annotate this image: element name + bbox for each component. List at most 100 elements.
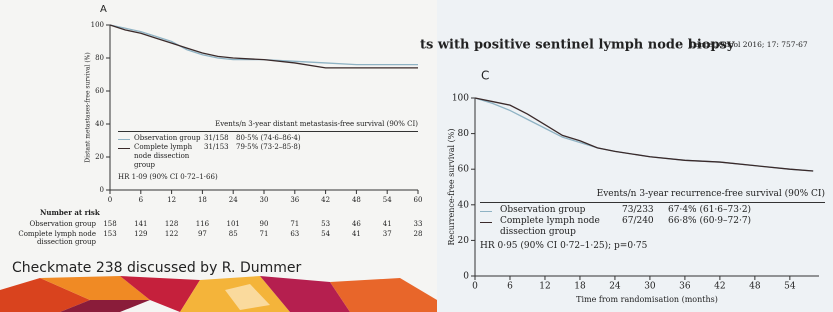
y-tick-label: 0 <box>100 186 104 194</box>
survival-curve <box>475 98 813 171</box>
legend-label: Observation group <box>134 134 204 143</box>
risk-row-label: Complete lymph node dissection group <box>12 230 96 246</box>
survival-curve <box>475 98 813 171</box>
legend-line <box>118 148 130 149</box>
x-tick-label: 30 <box>644 282 656 292</box>
x-tick-label: 42 <box>321 196 330 204</box>
x-tick-label: 18 <box>574 282 586 292</box>
x-tick-label: 0 <box>472 282 478 292</box>
x-tick-label: 42 <box>714 282 725 292</box>
risk-value: 41 <box>352 230 361 238</box>
risk-value: 71 <box>290 220 299 228</box>
legend-line <box>480 211 492 212</box>
risk-value: 37 <box>383 230 392 238</box>
risk-value: 153 <box>103 230 116 238</box>
x-tick-label: 6 <box>507 282 513 292</box>
x-tick-label: 0 <box>108 196 112 204</box>
risk-value: 97 <box>198 230 207 238</box>
y-axis-label: Recurrence-free survival (%) <box>447 128 456 245</box>
risk-value: 129 <box>134 230 147 238</box>
legend-header: Events/n 3-year distant metastasis-free … <box>118 120 418 132</box>
legend-swatch <box>480 216 500 227</box>
y-tick-label: 40 <box>458 200 470 210</box>
risk-value: 28 <box>414 230 423 238</box>
hazard-ratio: HR 0·95 (90% CI 0·72–1·25); p=0·75 <box>480 241 825 252</box>
y-tick-label: 20 <box>95 153 104 161</box>
legend-estimate: 79·5% (73·2–85·8) <box>236 143 418 152</box>
hazard-ratio: HR 1·09 (90% CI 0·72–1·66) <box>118 173 418 182</box>
risk-value: 63 <box>290 230 299 238</box>
risk-value: 54 <box>321 230 330 238</box>
decoration <box>0 276 437 312</box>
risk-value: 46 <box>352 220 361 228</box>
risk-table-title: Number at risk <box>40 208 100 217</box>
x-tick-label: 48 <box>749 282 761 292</box>
chart-title: C <box>481 69 489 83</box>
risk-value: 85 <box>229 230 238 238</box>
x-axis-label: Time from randomisation (months) <box>576 295 718 304</box>
x-tick-label: 24 <box>609 282 621 292</box>
risk-value: 141 <box>134 220 147 228</box>
legend: Events/n 3-year distant metastasis-free … <box>118 120 418 182</box>
y-axis-label: Distant metastases-free survival (%) <box>85 52 92 162</box>
legend-swatch <box>118 134 134 143</box>
y-tick-label: 0 <box>463 272 469 282</box>
legend-line <box>480 222 492 223</box>
risk-value: 53 <box>321 220 330 228</box>
legend-header: Events/n 3-year recurrence-free survival… <box>480 189 825 203</box>
x-tick-label: 30 <box>260 196 269 204</box>
legend-swatch <box>480 205 500 216</box>
risk-value: 101 <box>227 220 240 228</box>
legend-estimate: 66·8% (60·9–72·7) <box>668 216 825 227</box>
y-tick-label: 60 <box>458 165 470 175</box>
x-tick-label: 18 <box>198 196 207 204</box>
y-tick-label: 100 <box>452 94 469 104</box>
x-tick-label: 36 <box>290 196 299 204</box>
legend: Events/n 3-year recurrence-free survival… <box>480 189 825 252</box>
risk-value: 122 <box>165 230 178 238</box>
legend-swatch <box>118 143 134 152</box>
legend-estimate: 67·4% (61·6–73·2) <box>668 205 825 216</box>
y-tick-label: 40 <box>95 120 104 128</box>
risk-value: 90 <box>260 220 269 228</box>
y-tick-label: 80 <box>95 54 104 62</box>
risk-value: 116 <box>196 220 210 228</box>
x-tick-label: 48 <box>352 196 361 204</box>
legend-events: 67/240 <box>622 216 668 227</box>
risk-row-label: Observation group <box>12 220 96 228</box>
x-tick-label: 36 <box>679 282 691 292</box>
x-tick-label: 12 <box>167 196 176 204</box>
risk-value: 71 <box>260 230 269 238</box>
legend-estimate: 80·5% (74·6–86·4) <box>236 134 418 143</box>
risk-value: 128 <box>165 220 178 228</box>
y-tick-label: 100 <box>91 21 104 29</box>
footer: Checkmate 238 discussed by R. Dummer <box>12 260 301 276</box>
legend-label: Complete lymph node dissection group <box>500 216 622 238</box>
x-tick-label: 6 <box>139 196 144 204</box>
x-tick-label: 60 <box>414 196 423 204</box>
x-tick-label: 12 <box>539 282 550 292</box>
citation: Lancet Oncol 2016; 17: 757-67 <box>690 40 808 49</box>
y-tick-label: 80 <box>458 129 470 139</box>
slide: ts with positive sentinel lymph node bio… <box>0 0 833 312</box>
legend-line <box>118 139 130 140</box>
x-tick-label: 54 <box>383 196 392 204</box>
y-tick-label: 60 <box>95 87 104 95</box>
y-tick-label: 20 <box>458 236 470 246</box>
risk-value: 33 <box>414 220 423 228</box>
legend-label: Complete lymph node dissection group <box>134 143 204 170</box>
heading: ts with positive sentinel lymph node bio… <box>420 38 735 53</box>
legend-events: 73/233 <box>622 205 668 216</box>
legend-events: 31/153 <box>204 143 236 152</box>
risk-value: 158 <box>103 220 116 228</box>
legend-events: 31/158 <box>204 134 236 143</box>
legend-label: Observation group <box>500 205 622 216</box>
chart-title: A <box>100 4 107 15</box>
x-tick-label: 24 <box>229 196 238 204</box>
risk-value: 41 <box>383 220 392 228</box>
x-tick-label: 54 <box>784 282 796 292</box>
